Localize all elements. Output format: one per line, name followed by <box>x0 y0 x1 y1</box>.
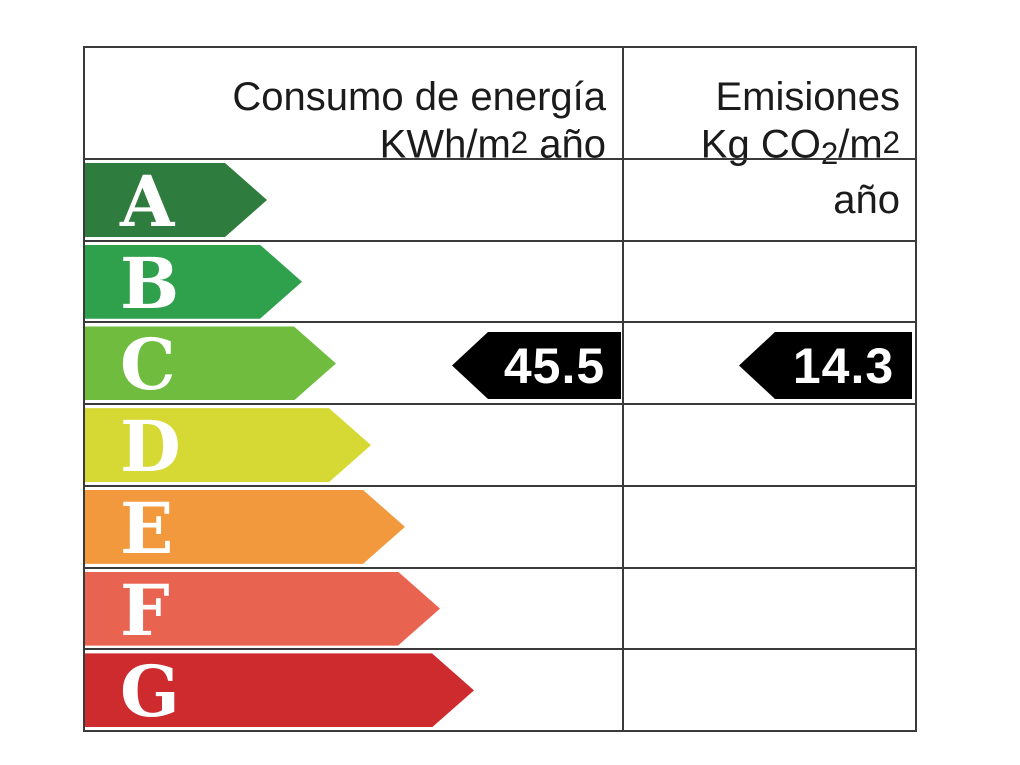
superscript-2: 2 <box>882 125 900 160</box>
energy-rating-table: Consumo de energía KWh/m2 año Emisiones … <box>83 46 917 732</box>
rating-letter-f: F <box>120 568 170 652</box>
rating-letter-d: D <box>120 405 181 489</box>
table-header: Consumo de energía KWh/m2 año Emisiones … <box>85 48 915 222</box>
rating-row-f: F <box>85 566 915 649</box>
rating-arrow-b: B <box>85 245 302 319</box>
rating-row-e: E <box>85 484 915 567</box>
rating-row-d: D <box>85 403 915 485</box>
rating-rows: A B C D E F G <box>85 158 915 730</box>
rating-arrow-f: F <box>85 572 440 646</box>
header-emisiones-line1: Emisiones <box>715 75 900 119</box>
column-divider <box>622 48 624 730</box>
header-consumo: Consumo de energía KWh/m2 año <box>85 48 622 166</box>
rating-row-a: A <box>85 158 915 240</box>
emisiones-value-arrow: 14.3 <box>739 332 912 399</box>
rating-arrow-e: E <box>85 490 405 564</box>
rating-letter-b: B <box>120 241 180 325</box>
consumo-value-arrow: 45.5 <box>452 332 621 399</box>
rating-letter-c: C <box>120 323 176 407</box>
consumo-value: 45.5 <box>503 337 606 394</box>
header-emisiones: Emisiones Kg CO2/m2 año <box>624 48 915 222</box>
rating-row-g: G <box>85 648 915 730</box>
rating-letter-g: G <box>120 650 180 734</box>
rating-row-b: B <box>85 239 915 322</box>
rating-arrow-a: A <box>85 163 267 237</box>
rating-arrow-c: C <box>85 326 336 400</box>
rating-letter-e: E <box>120 486 174 570</box>
header-consumo-line1: Consumo de energía <box>232 75 606 119</box>
rating-row-c: C <box>85 321 915 403</box>
rating-arrow-g: G <box>85 653 474 727</box>
rating-letter-a: A <box>120 160 175 243</box>
superscript-2: 2 <box>510 125 529 160</box>
rating-arrow-d: D <box>85 408 371 482</box>
emisiones-value: 14.3 <box>792 337 895 394</box>
subscript-2: 2 <box>820 136 839 172</box>
